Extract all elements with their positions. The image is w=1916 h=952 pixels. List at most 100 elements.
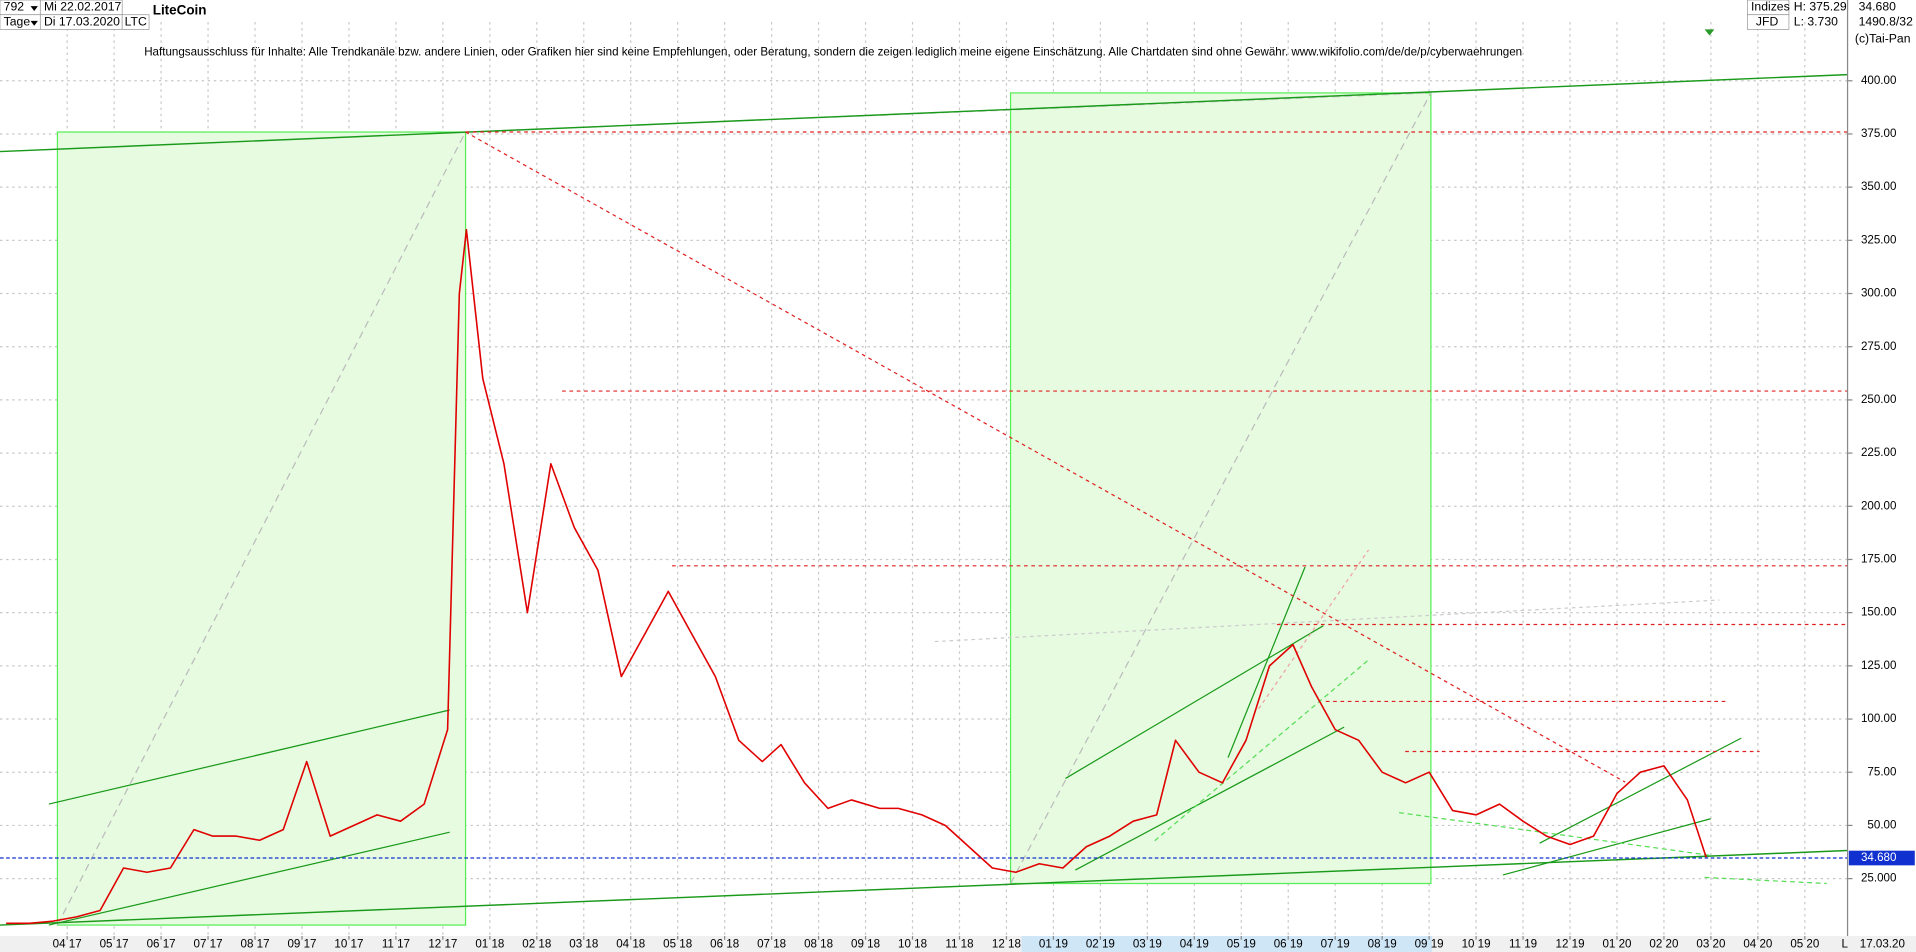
last-price-label: 34.680 <box>1861 851 1896 864</box>
chart-title: LiteCoin <box>153 3 207 18</box>
header-box <box>1747 14 1790 30</box>
x-tick-label: 06 19 <box>1274 938 1303 951</box>
dropdown-arrow[interactable] <box>30 20 38 26</box>
y-tick-label: 175.00 <box>1861 553 1896 566</box>
x-tick-label: 10 19 <box>1462 938 1491 951</box>
x-tick-label: 05 17 <box>100 938 129 951</box>
time-axis-panel <box>0 936 1916 952</box>
x-tick-label: 02 18 <box>522 938 551 951</box>
exchange: JFD <box>1756 14 1779 28</box>
x-tick-label: 12 17 <box>428 938 457 951</box>
x-tick-label: 04 18 <box>616 938 645 951</box>
x-tick-label: 06 17 <box>147 938 176 951</box>
x-tick-label: 11 17 <box>382 938 410 951</box>
trend-line <box>1502 818 1711 876</box>
y-tick-label: 400.00 <box>1861 74 1896 87</box>
y-tick-label: 150.00 <box>1861 606 1896 619</box>
x-tick-label: 07 17 <box>194 938 223 951</box>
grid <box>0 22 1848 937</box>
price-axis-panel <box>1847 0 1916 952</box>
copyright: (c)Tai-Pan <box>1855 31 1911 45</box>
x-tick-label: 04 20 <box>1743 938 1772 951</box>
diagonal <box>56 131 467 926</box>
y-tick-label: 325.00 <box>1861 233 1896 246</box>
x-tick-label: 01 18 <box>475 938 504 951</box>
header-box <box>121 14 150 30</box>
x-tick-label: 09 18 <box>851 938 880 951</box>
plot <box>0 228 1848 925</box>
trend-line <box>0 849 1848 926</box>
symbol: LTC <box>125 14 147 28</box>
x-tick-label: 09 19 <box>1415 938 1444 951</box>
y-tick-label: 75.00 <box>1867 765 1896 778</box>
x-tick-label: 08 19 <box>1368 938 1397 951</box>
y-tick-label: 225.00 <box>1861 446 1896 459</box>
trend-line <box>1539 737 1742 844</box>
trend-line <box>1154 659 1369 842</box>
volume: 1490.8/32 <box>1859 14 1914 28</box>
dropdown-arrow[interactable] <box>30 6 38 12</box>
y-tick-label: 350.00 <box>1861 180 1896 193</box>
start-date: Mi 22.02.2017 <box>44 0 122 14</box>
header-id: 792 <box>4 0 25 14</box>
y-tick-label: 300.00 <box>1861 287 1896 300</box>
y-tick-label: 375.00 <box>1861 127 1896 140</box>
x-tick-label: 02 20 <box>1649 938 1678 951</box>
time-range-highlight <box>1021 936 1433 952</box>
x-tick-label: 06 18 <box>710 938 739 951</box>
footer-date: 17.03.20 <box>1860 938 1905 951</box>
trend-line <box>934 599 1720 643</box>
x-tick-label: 05 20 <box>1790 938 1819 951</box>
x-tick-label: 08 17 <box>241 938 270 951</box>
trend-line <box>465 131 1626 783</box>
trend-line <box>1075 726 1345 871</box>
y-tick-label: 50.00 <box>1867 818 1896 831</box>
x-tick-label: 02 19 <box>1086 938 1115 951</box>
x-tick-label: 03 18 <box>569 938 598 951</box>
subtitle: Haftungsausschluss für Inhalte: Alle Tre… <box>144 46 1522 59</box>
trend-line <box>0 73 1848 153</box>
x-tick-label: 07 19 <box>1321 938 1350 951</box>
y-tick-label: 25.000 <box>1861 872 1896 885</box>
x-tick-label: 04 19 <box>1180 938 1209 951</box>
x-tick-label: 09 17 <box>287 938 316 951</box>
trend-line <box>48 831 450 926</box>
x-tick-label: 01 19 <box>1039 938 1068 951</box>
x-tick-label: 04 17 <box>53 938 82 951</box>
high: H: 375.29 <box>1794 0 1847 14</box>
period[interactable]: Tage <box>4 14 31 28</box>
x-tick-label: 03 20 <box>1696 938 1725 951</box>
low: L: 3.730 <box>1794 14 1838 28</box>
x-tick-label: 12 18 <box>992 938 1021 951</box>
x-tick-label: 10 17 <box>334 938 363 951</box>
x-tick-label: 01 20 <box>1602 938 1631 951</box>
diagonal <box>1010 92 1432 884</box>
x-tick-label: 11 19 <box>1509 938 1537 951</box>
x-tick-label: 08 18 <box>804 938 833 951</box>
x-tick-label: 07 18 <box>757 938 786 951</box>
trend-line <box>1258 549 1370 710</box>
annotations <box>0 73 1848 926</box>
x-tick-label: 11 18 <box>945 938 973 951</box>
x-tick-label: 12 19 <box>1556 938 1585 951</box>
x-tick-label: 05 19 <box>1227 938 1256 951</box>
price-line <box>6 228 1707 925</box>
axes: 400.00 375.00 350.00 325.00 300.00 275.00 250.… <box>53 74 1915 951</box>
trend-line <box>1227 566 1306 758</box>
trend-line <box>1399 812 1711 857</box>
y-tick-label: 250.00 <box>1861 393 1896 406</box>
group: Indizes <box>1751 0 1790 14</box>
y-tick-label: 200.00 <box>1861 499 1896 512</box>
last-price-box <box>1848 850 1915 866</box>
trend-line <box>1704 876 1827 885</box>
end-date: Di 17.03.2020 <box>44 14 120 28</box>
marker <box>1704 29 1715 36</box>
y-tick-label: 100.00 <box>1861 712 1896 725</box>
y-tick-label: 275.00 <box>1861 340 1896 353</box>
trend-line <box>48 709 450 805</box>
last: 34.680 <box>1859 0 1897 14</box>
y-tick-label: 125.00 <box>1861 659 1896 672</box>
